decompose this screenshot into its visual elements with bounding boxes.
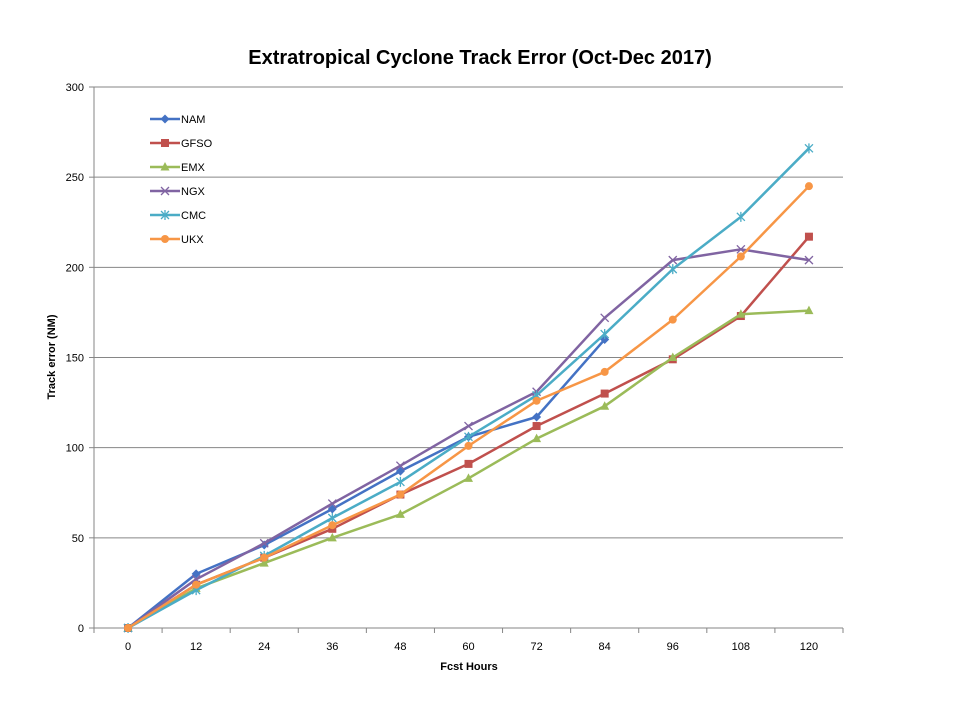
x-tick-label: 120	[800, 641, 818, 653]
x-tick-label: 108	[732, 641, 750, 653]
data-point-ngx	[327, 499, 337, 509]
y-tick-label: 150	[66, 353, 84, 365]
x-tick-label: 12	[190, 641, 202, 653]
legend-item-emx: EMX	[150, 162, 206, 174]
data-point-emx	[327, 532, 337, 542]
legend-label-ngx: NGX	[181, 186, 206, 198]
legend-label-gfso: GFSO	[181, 138, 213, 150]
legend-marker-gfso	[161, 139, 169, 147]
series-ukx	[124, 182, 813, 632]
x-tick-labels: 0 12 24 36 48 60 72 84 96 108 120	[125, 641, 818, 653]
legend-label-cmc: CMC	[181, 210, 206, 222]
data-point-cmc	[668, 264, 678, 275]
legend: NAM GFSO EMX NGX CMC UKX	[150, 114, 213, 246]
data-point-ukx	[736, 252, 745, 261]
data-point-ukx	[328, 521, 337, 530]
legend-item-nam: NAM	[150, 114, 205, 126]
data-point-ngx	[259, 538, 269, 548]
data-point-cmc	[395, 476, 405, 487]
series-line-cmc	[127, 147, 810, 630]
x-tick-label: 84	[599, 641, 611, 653]
gridlines	[94, 86, 843, 539]
legend-label-emx: EMX	[181, 162, 206, 174]
y-tick-label: 100	[66, 443, 84, 455]
y-axis-title: Track error (NM)	[46, 314, 58, 399]
data-point-ukx	[804, 182, 813, 191]
legend-item-gfso: GFSO	[150, 138, 213, 150]
data-point-gfso	[464, 459, 473, 468]
legend-marker-ukx	[161, 235, 169, 243]
y-tick-label: 50	[72, 533, 84, 545]
y-tick-label: 0	[78, 623, 84, 635]
data-point-gfso	[804, 232, 813, 241]
chart-title: Extratropical Cyclone Track Error (Oct-D…	[248, 47, 712, 69]
legend-item-cmc: CMC	[150, 210, 206, 222]
series-lines	[123, 143, 814, 633]
legend-marker-nam	[160, 114, 170, 124]
data-point-emx	[736, 309, 746, 318]
data-point-cmc	[600, 329, 610, 340]
legend-marker-emx	[160, 162, 170, 171]
series-emx	[123, 305, 814, 632]
x-tick-label: 24	[258, 641, 270, 653]
legend-item-ukx: UKX	[150, 234, 204, 246]
data-point-ukx	[124, 624, 133, 632]
data-point-ukx	[396, 490, 405, 499]
data-point-emx	[600, 401, 610, 410]
data-point-ngx	[600, 313, 610, 323]
data-point-cmc	[464, 431, 473, 442]
data-point-ngx	[395, 461, 405, 471]
y-tick-label: 300	[66, 82, 84, 94]
y-tick-label: 250	[66, 172, 84, 184]
data-point-ukx	[192, 580, 201, 589]
legend-label-nam: NAM	[181, 114, 205, 126]
legend-item-ngx: NGX	[150, 186, 206, 198]
y-tick-labels: 0 50 100 150 200 250 300	[66, 82, 84, 635]
data-point-gfso	[532, 422, 541, 431]
x-tick-label: 0	[125, 641, 131, 653]
data-point-emx	[668, 352, 678, 361]
data-point-ukx	[532, 396, 541, 405]
y-tick-label: 200	[66, 262, 84, 274]
data-point-ukx	[668, 315, 677, 324]
data-point-emx	[532, 433, 542, 443]
data-point-ngx	[668, 255, 678, 265]
x-tick-label: 60	[462, 641, 474, 653]
legend-marker-cmc	[160, 210, 170, 220]
x-axis-title: Fcst Hours	[440, 661, 497, 673]
data-point-ukx	[260, 553, 269, 562]
data-point-emx	[395, 509, 405, 518]
data-point-ngx	[804, 255, 814, 265]
data-point-ngx	[464, 421, 473, 431]
data-point-emx	[804, 305, 814, 315]
x-tick-label: 96	[667, 641, 679, 653]
legend-marker-ngx	[160, 186, 170, 196]
data-point-gfso	[600, 389, 609, 398]
data-point-cmc	[804, 143, 814, 154]
x-tick-label: 72	[530, 641, 542, 653]
data-point-emx	[259, 558, 269, 567]
series-line-nam	[127, 338, 606, 629]
legend-label-ukx: UKX	[181, 234, 204, 246]
data-point-cmc	[736, 211, 746, 222]
data-point-nam	[532, 412, 542, 422]
x-tick-label: 48	[394, 641, 406, 653]
data-point-ukx	[600, 367, 609, 376]
data-point-ukx	[464, 441, 473, 450]
axes	[89, 86, 844, 633]
data-point-emx	[464, 473, 473, 482]
x-tick-label: 36	[326, 641, 338, 653]
series-line-emx	[127, 309, 810, 630]
